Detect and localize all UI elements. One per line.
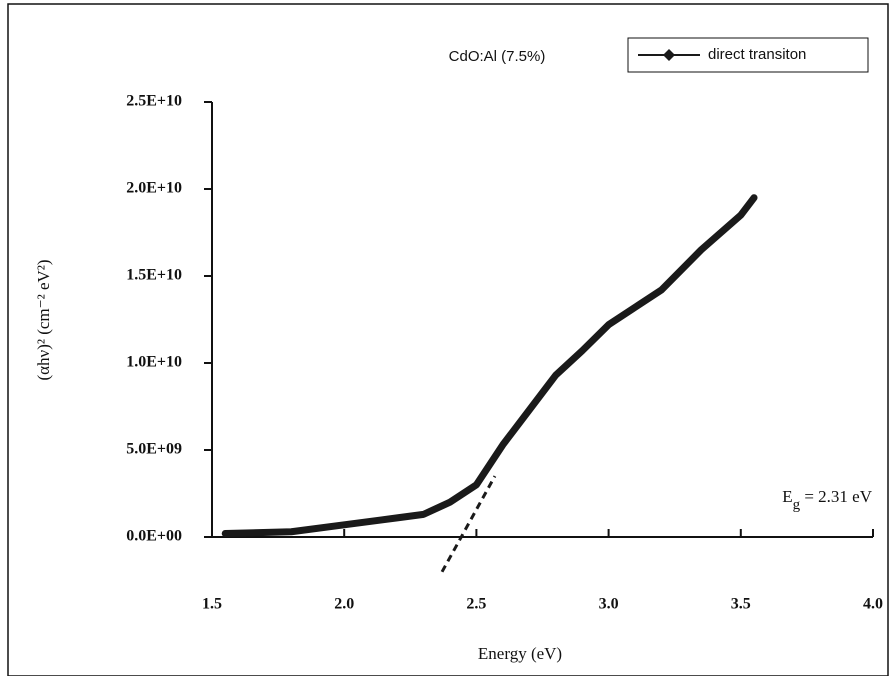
x-tick-label: 4.0 <box>863 596 883 613</box>
annotation-part: = 2.31 eV <box>800 487 873 506</box>
chart-title: CdO:Al (7.5%) <box>449 48 546 65</box>
fit-line <box>440 475 497 573</box>
legend-marker <box>663 49 675 61</box>
y-tick-label: 2.5E+10 <box>126 93 182 110</box>
x-tick-label: 2.5 <box>466 596 486 613</box>
frame <box>7 3 889 676</box>
x-axis-title: Energy (eV) <box>478 644 562 663</box>
y-tick-label: 2.0E+10 <box>126 180 182 197</box>
annotation-part: E <box>782 487 792 506</box>
x-tick-label: 2.0 <box>334 596 354 613</box>
annotation-sub: g <box>793 497 801 513</box>
y-tick-label: 5.0E+09 <box>126 441 182 458</box>
series-line <box>221 194 758 538</box>
x-tick-label: 3.5 <box>731 596 751 613</box>
y-tick-label: 1.5E+10 <box>126 267 182 284</box>
x-tick-label: 3.0 <box>599 596 619 613</box>
legend-label: direct transiton <box>708 46 806 63</box>
x-tick-label: 1.5 <box>202 596 222 613</box>
annotation: Eg = 2.31 eV <box>782 487 873 514</box>
y-tick-label: 0.0E+00 <box>126 528 182 545</box>
y-axis-title: (αhν)² (cm⁻² eV²) <box>34 259 53 380</box>
y-tick-label: 1.0E+10 <box>126 354 182 371</box>
